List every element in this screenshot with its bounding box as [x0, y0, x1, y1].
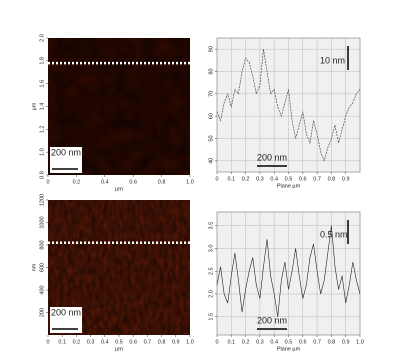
x-tick-label: 0.5	[285, 339, 293, 345]
y-tick-label: 40	[208, 158, 214, 164]
y-tick-label: 400	[39, 285, 45, 294]
x-tick-label: 0	[215, 176, 218, 182]
x-tick-label: 0	[46, 339, 49, 345]
scale-label: 200 nm	[51, 307, 81, 317]
x-tick-label: 0.2	[242, 176, 250, 182]
y-tick-label: 2.0	[39, 34, 45, 42]
y-tick-label: 80	[208, 68, 214, 74]
y-tick-label: 1000	[39, 216, 45, 228]
y-tick-label: 600	[39, 263, 45, 272]
x-tick-label: 0.6	[129, 179, 137, 185]
y-tick-label: 1.2	[39, 126, 45, 134]
scale-label: 10 nm	[320, 55, 345, 65]
x-axis-label: Plane µm	[277, 183, 301, 189]
y-tick-label: 90	[208, 46, 214, 52]
x-tick-label: 1.0	[186, 179, 194, 185]
x-tick-label: 0.7	[313, 339, 321, 345]
y-tick-label: 3.0	[208, 245, 214, 253]
y-tick-label: 2.0	[208, 290, 214, 298]
profile	[216, 49, 361, 162]
scale-label: 200 nm	[257, 152, 287, 162]
x-tick-label: 0.4	[101, 339, 109, 345]
x-tick-label: 0.9	[342, 176, 350, 182]
y-tick-label: 1.4	[39, 103, 45, 111]
x-tick-label: 0.9	[342, 339, 350, 345]
y-tick-label: 1.8	[39, 57, 45, 65]
x-axis-label: Plane µm	[277, 346, 301, 352]
x-tick-label: 0.8	[158, 339, 166, 345]
x-tick-label: 0.3	[256, 339, 264, 345]
y-tick-label: 1200	[39, 194, 45, 206]
y-tick-label: 1.0	[39, 148, 45, 156]
y-tick-label: 2.5	[208, 267, 214, 275]
profile	[216, 225, 361, 317]
x-tick-label: 0.7	[144, 339, 152, 345]
x-tick-label: 0.3	[87, 339, 95, 345]
x-axis-label: µm	[115, 186, 123, 192]
x-tick-label: 0	[46, 179, 49, 185]
y-tick-label: 60	[208, 113, 214, 119]
x-tick-label: 1.0	[186, 339, 194, 345]
x-tick-label: 0.4	[101, 179, 109, 185]
x-tick-label: 0.2	[73, 179, 81, 185]
x-tick-label: 0.2	[73, 339, 81, 345]
x-tick-label: 0.6	[299, 176, 307, 182]
y-axis-label: µm	[31, 102, 37, 110]
x-tick-label: 0.1	[227, 339, 235, 345]
x-tick-label: 0.3	[256, 176, 264, 182]
y-tick-label: 50	[208, 135, 214, 141]
y-tick-label: 1.6	[39, 80, 45, 88]
scale-label: 200 nm	[257, 315, 287, 325]
y-tick-label: 200	[39, 308, 45, 317]
x-tick-label: 0.6	[129, 339, 137, 345]
scale-label: 200 nm	[51, 147, 81, 157]
x-tick-label: 0.1	[227, 176, 235, 182]
y-tick-label: 3.5	[208, 222, 214, 230]
y-axis-label: nm	[31, 263, 37, 271]
y-tick-label: 800	[39, 240, 45, 249]
x-tick-label: 0.4	[270, 339, 278, 345]
x-tick-label: 0.1	[58, 339, 66, 345]
x-tick-label: 0.8	[328, 339, 336, 345]
y-tick-label: 1.5	[208, 313, 214, 321]
x-tick-label: 0.2	[242, 339, 250, 345]
x-tick-label: 0.6	[299, 339, 307, 345]
scale-label: 0.5 nm	[320, 229, 348, 239]
x-tick-label: 0.8	[158, 179, 166, 185]
x-axis-label: µm	[115, 346, 123, 352]
x-tick-label: 0.8	[328, 176, 336, 182]
x-tick-label: 0.7	[313, 176, 321, 182]
y-tick-label: 0.8	[39, 171, 45, 179]
x-tick-label: 0.5	[115, 339, 123, 345]
x-tick-label: 0.9	[172, 339, 180, 345]
x-tick-label: 0.5	[285, 176, 293, 182]
x-tick-label: 0.4	[270, 176, 278, 182]
x-tick-label: 0	[215, 339, 218, 345]
x-tick-label: 1.0	[356, 339, 364, 345]
y-tick-label: 70	[208, 91, 214, 97]
